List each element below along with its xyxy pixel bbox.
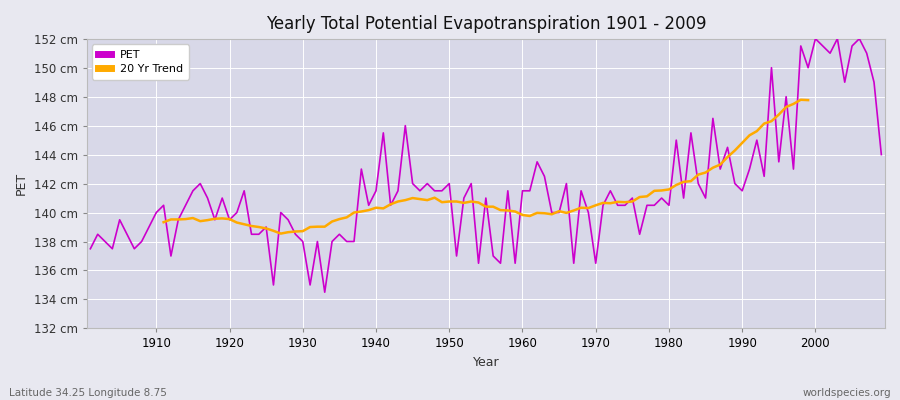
Y-axis label: PET: PET (15, 172, 28, 195)
20 Yr Trend (803, 98, 814, 102)
PET (305, 282, 316, 287)
PET (320, 290, 330, 295)
PET (85, 246, 95, 251)
20 Yr Trend (796, 97, 806, 102)
PET (144, 225, 155, 230)
20 Yr Trend (737, 140, 748, 145)
Line: 20 Yr Trend: 20 Yr Trend (164, 100, 808, 234)
20 Yr Trend (415, 197, 426, 202)
Text: Latitude 34.25 Longitude 8.75: Latitude 34.25 Longitude 8.75 (9, 388, 166, 398)
20 Yr Trend (495, 208, 506, 212)
X-axis label: Year: Year (472, 356, 500, 369)
PET (810, 36, 821, 41)
20 Yr Trend (297, 229, 308, 234)
PET (525, 188, 535, 193)
Line: PET: PET (90, 39, 881, 292)
20 Yr Trend (224, 217, 235, 222)
Title: Yearly Total Potential Evapotranspiration 1901 - 2009: Yearly Total Potential Evapotranspiratio… (266, 15, 706, 33)
Text: worldspecies.org: worldspecies.org (803, 388, 891, 398)
20 Yr Trend (238, 222, 249, 227)
PET (356, 167, 366, 172)
20 Yr Trend (158, 220, 169, 224)
PET (612, 203, 623, 208)
PET (876, 152, 886, 157)
20 Yr Trend (275, 231, 286, 236)
Legend: PET, 20 Yr Trend: PET, 20 Yr Trend (93, 44, 189, 80)
PET (518, 188, 528, 193)
